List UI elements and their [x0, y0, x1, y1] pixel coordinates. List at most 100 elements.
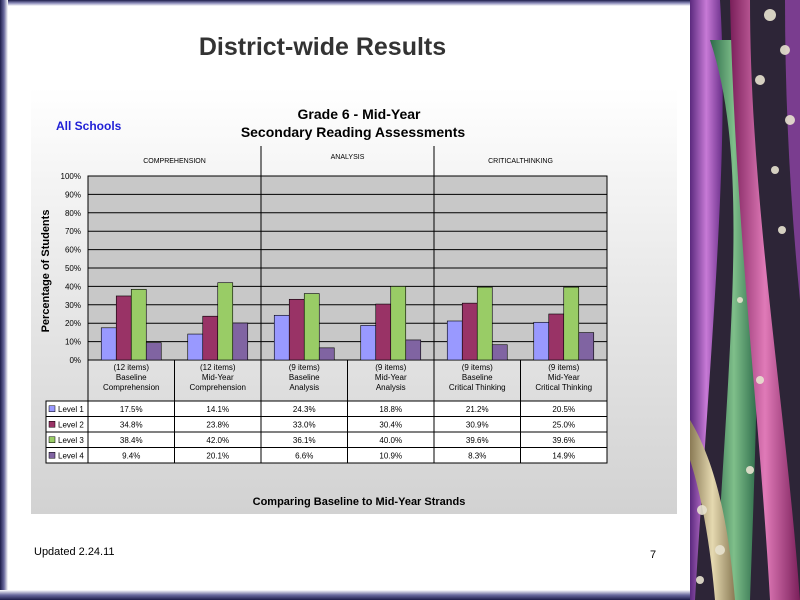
updated-date: Updated 2.24.11 — [34, 546, 115, 558]
bar — [288, 298, 305, 361]
chart-title: Grade 6 - Mid-Year — [298, 106, 421, 122]
data-label: 6.6% — [295, 451, 313, 460]
bar — [217, 282, 234, 361]
section-label: COMPREHENSION — [143, 158, 206, 165]
legend-swatch — [48, 452, 56, 459]
data-label: 17.5% — [120, 405, 143, 414]
decorative-pattern-image — [690, 0, 800, 600]
x-tick-label: (9 items) — [375, 363, 406, 372]
chart-panel: All Schools Grade 6 - Mid-Year Secondary… — [31, 88, 677, 514]
plot-layer: 0% 10% 20% 30% 40% 50% 60% 70% 80% 90% 100% COMPREH… — [45, 146, 608, 464]
data-label: 21.2% — [466, 405, 489, 414]
bar — [578, 332, 595, 361]
slide-top-border — [0, 0, 690, 6]
x-tick-label: Mid-Year — [375, 373, 407, 382]
y-tick-label: 70% — [65, 227, 81, 236]
y-tick-label: 100% — [61, 172, 81, 181]
y-tick-label: 80% — [65, 209, 81, 218]
slide-bottom-border — [0, 590, 690, 600]
bar — [115, 295, 132, 361]
x-tick-label: Baseline — [289, 373, 320, 382]
x-tick-label: Analysis — [289, 383, 319, 392]
data-label: 36.1% — [293, 436, 316, 445]
x-tick-label: (9 items) — [289, 363, 320, 372]
decorative-side-panel — [690, 0, 800, 600]
x-tick-label: Comprehension — [190, 383, 246, 392]
y-tick-label: 90% — [65, 190, 81, 199]
data-label: 42.0% — [206, 436, 229, 445]
y-tick-label: 30% — [65, 301, 81, 310]
bar — [476, 286, 493, 361]
y-tick-label: 10% — [65, 338, 81, 347]
section-label: CRITICALTHINKING — [488, 158, 553, 165]
bar — [187, 333, 204, 361]
legend-label: Level 1 — [58, 405, 84, 414]
bar — [461, 302, 478, 361]
x-tick-label: (12 items) — [113, 363, 149, 372]
y-tick-label: 20% — [65, 319, 81, 328]
x-tick-label: Comprehension — [103, 383, 159, 392]
slide-title: District-wide Results — [198, 33, 447, 61]
legend-swatch — [48, 436, 56, 443]
bar — [202, 315, 219, 361]
legend-label: Level 4 — [58, 451, 84, 460]
x-tick-label: Baseline — [116, 373, 147, 382]
y-tick-label: 40% — [65, 282, 81, 291]
bar — [491, 344, 508, 361]
chart-scope-label: All Schools — [56, 119, 122, 133]
x-tick-label: (9 items) — [462, 363, 493, 372]
x-tick-label: Mid-Year — [548, 373, 580, 382]
data-label: 25.0% — [552, 420, 575, 429]
bar — [100, 327, 117, 361]
data-label: 24.3% — [293, 405, 316, 414]
data-label: 14.1% — [206, 405, 229, 414]
data-label: 39.6% — [466, 436, 489, 445]
section-label: ANALYSIS — [331, 154, 365, 161]
data-label: 23.8% — [206, 420, 229, 429]
legend-label: Level 2 — [58, 420, 84, 429]
bar — [232, 322, 249, 361]
bar — [405, 339, 422, 361]
data-label: 14.9% — [552, 451, 575, 460]
data-label: 20.5% — [552, 405, 575, 414]
chart-svg: All Schools Grade 6 - Mid-Year Secondary… — [40, 106, 608, 508]
chart-subtitle: Secondary Reading Assessments — [241, 124, 466, 140]
y-tick-label: 60% — [65, 246, 81, 255]
data-label: 10.9% — [379, 451, 402, 460]
slide-left-border — [0, 0, 8, 600]
chart-y-axis-title: Percentage of Students — [40, 210, 52, 333]
x-tick-label: Analysis — [376, 383, 406, 392]
bar — [318, 347, 335, 361]
bar — [446, 320, 463, 361]
bar — [130, 289, 147, 361]
bar — [145, 342, 162, 361]
data-label: 8.3% — [468, 451, 486, 460]
x-tick-label: Critical Thinking — [449, 383, 506, 392]
x-tick-label: (12 items) — [200, 363, 236, 372]
x-tick-label: Baseline — [462, 373, 493, 382]
x-tick-label: Critical Thinking — [535, 383, 592, 392]
legend-swatch — [48, 421, 56, 428]
data-label: 33.0% — [293, 420, 316, 429]
bar — [273, 314, 290, 361]
chart-x-axis-title: Comparing Baseline to Mid-Year Strands — [253, 496, 466, 508]
page-number: 7 — [650, 549, 657, 561]
data-label: 30.9% — [466, 420, 489, 429]
bar — [303, 293, 320, 361]
legend-label: Level 3 — [58, 436, 84, 445]
y-tick-label: 0% — [69, 356, 81, 365]
data-label: 30.4% — [379, 420, 402, 429]
data-label: 39.6% — [552, 436, 575, 445]
bar — [563, 286, 580, 361]
data-label: 9.4% — [122, 451, 140, 460]
bar — [390, 286, 407, 361]
legend-swatch — [48, 405, 56, 412]
bar — [375, 303, 392, 361]
bar — [548, 313, 565, 361]
data-label: 34.8% — [120, 420, 143, 429]
data-label: 18.8% — [379, 405, 402, 414]
bar — [533, 321, 550, 361]
data-label: 38.4% — [120, 436, 143, 445]
data-label: 40.0% — [379, 436, 402, 445]
